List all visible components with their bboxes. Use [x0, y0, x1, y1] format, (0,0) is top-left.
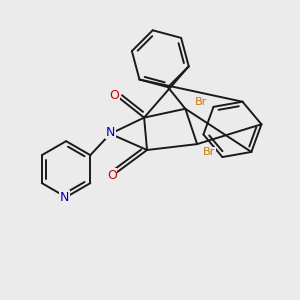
Text: Br: Br: [203, 147, 216, 158]
Text: N: N: [60, 190, 69, 204]
Text: O: O: [107, 169, 117, 182]
Text: N: N: [106, 126, 115, 139]
Text: O: O: [110, 89, 120, 102]
Text: Br: Br: [194, 97, 207, 107]
